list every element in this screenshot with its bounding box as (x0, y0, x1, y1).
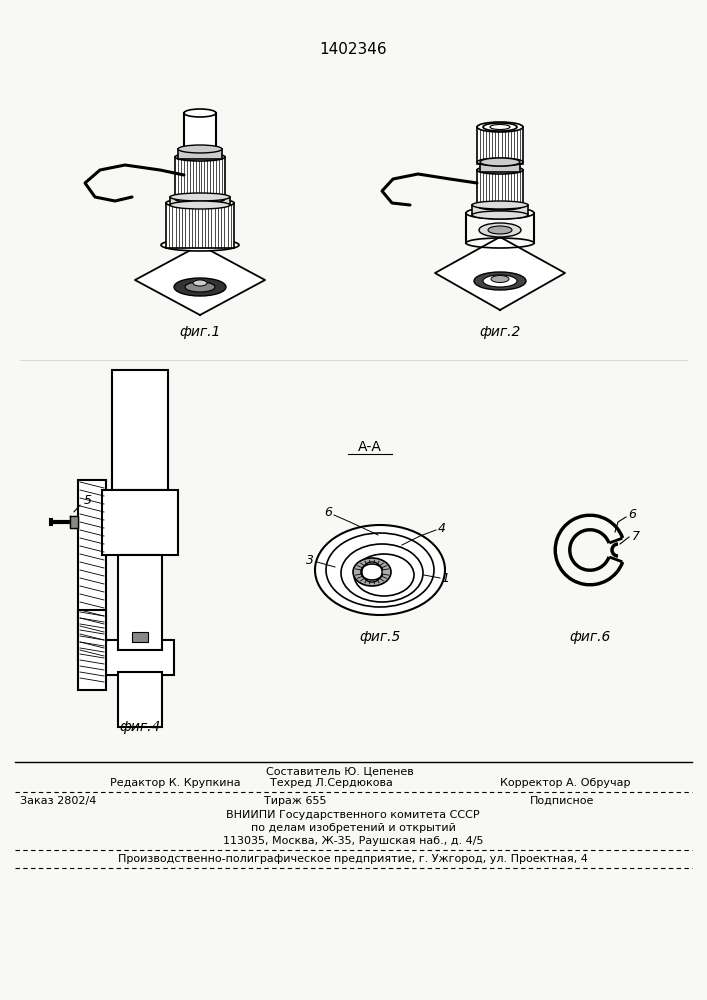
Text: фиг.1: фиг.1 (180, 325, 221, 339)
Text: 6: 6 (324, 506, 332, 518)
Bar (480, 162, 520, 172)
Ellipse shape (477, 202, 523, 210)
Ellipse shape (315, 525, 445, 615)
Ellipse shape (184, 146, 216, 152)
Text: фиг.2: фиг.2 (479, 325, 520, 339)
Text: 1: 1 (441, 572, 449, 584)
Text: по делам изобретений и открытий: по делам изобретений и открытий (250, 823, 455, 833)
Ellipse shape (193, 280, 207, 286)
Bar (166, 203, 234, 248)
Ellipse shape (170, 201, 230, 209)
Bar (178, 149, 222, 159)
Polygon shape (435, 237, 565, 310)
Ellipse shape (480, 158, 520, 166)
Ellipse shape (185, 282, 215, 292)
Text: фиг.5: фиг.5 (359, 630, 401, 644)
Text: фиг.4: фиг.4 (119, 720, 160, 734)
Text: Техред Л.Сердюкова: Техред Л.Сердюкова (270, 778, 393, 788)
Text: 7: 7 (632, 530, 640, 542)
Text: 4: 4 (438, 522, 446, 534)
Polygon shape (135, 245, 265, 315)
Bar (102, 490, 178, 555)
Bar (78, 610, 106, 690)
Ellipse shape (178, 145, 222, 153)
Ellipse shape (483, 275, 517, 287)
Bar (118, 555, 162, 650)
Bar (472, 205, 528, 215)
Bar (477, 170, 523, 206)
Ellipse shape (488, 226, 512, 234)
Text: ВНИИПИ Государственного комитета СССР: ВНИИПИ Государственного комитета СССР (226, 810, 480, 820)
Ellipse shape (175, 153, 225, 161)
Bar (112, 370, 168, 490)
Ellipse shape (353, 558, 391, 586)
Bar (175, 157, 225, 199)
Text: 1402346: 1402346 (319, 42, 387, 57)
Bar (477, 127, 523, 164)
Ellipse shape (184, 109, 216, 117)
Bar (132, 632, 148, 642)
Ellipse shape (341, 544, 423, 602)
Text: 3: 3 (306, 554, 314, 566)
Polygon shape (70, 516, 78, 528)
Ellipse shape (479, 223, 521, 237)
Bar (106, 640, 174, 675)
Text: 5: 5 (84, 493, 92, 506)
Ellipse shape (472, 201, 528, 209)
Text: А-А: А-А (358, 440, 382, 454)
Circle shape (362, 562, 382, 582)
Ellipse shape (477, 122, 523, 132)
Text: Производственно-полиграфическое предприятие, г. Ужгород, ул. Проектная, 4: Производственно-полиграфическое предприя… (118, 854, 588, 864)
Ellipse shape (174, 278, 226, 296)
Ellipse shape (466, 207, 534, 219)
Bar (170, 197, 230, 205)
Bar (118, 672, 162, 727)
Bar (184, 113, 216, 151)
Ellipse shape (474, 272, 526, 290)
Ellipse shape (354, 554, 414, 596)
Text: Редактор К. Крупкина: Редактор К. Крупкина (110, 778, 240, 788)
Bar (78, 480, 106, 660)
Text: 113035, Москва, Ж-35, Раушская наб., д. 4/5: 113035, Москва, Ж-35, Раушская наб., д. … (223, 836, 484, 846)
Ellipse shape (161, 239, 239, 251)
Ellipse shape (166, 198, 234, 208)
Text: Подписное: Подписное (530, 796, 595, 806)
Ellipse shape (175, 195, 225, 203)
Text: Корректор А. Обручар: Корректор А. Обручар (500, 778, 631, 788)
Text: 6: 6 (628, 508, 636, 522)
Text: фиг.6: фиг.6 (569, 630, 611, 644)
Text: Составитель Ю. Цепенев: Составитель Ю. Цепенев (266, 766, 414, 776)
Ellipse shape (326, 533, 434, 607)
Ellipse shape (472, 211, 528, 219)
Ellipse shape (477, 158, 523, 166)
Text: Тираж 655: Тираж 655 (264, 796, 326, 806)
Text: Заказ 2802/4: Заказ 2802/4 (20, 796, 96, 806)
Ellipse shape (170, 193, 230, 201)
Ellipse shape (477, 166, 523, 174)
Ellipse shape (491, 275, 509, 282)
